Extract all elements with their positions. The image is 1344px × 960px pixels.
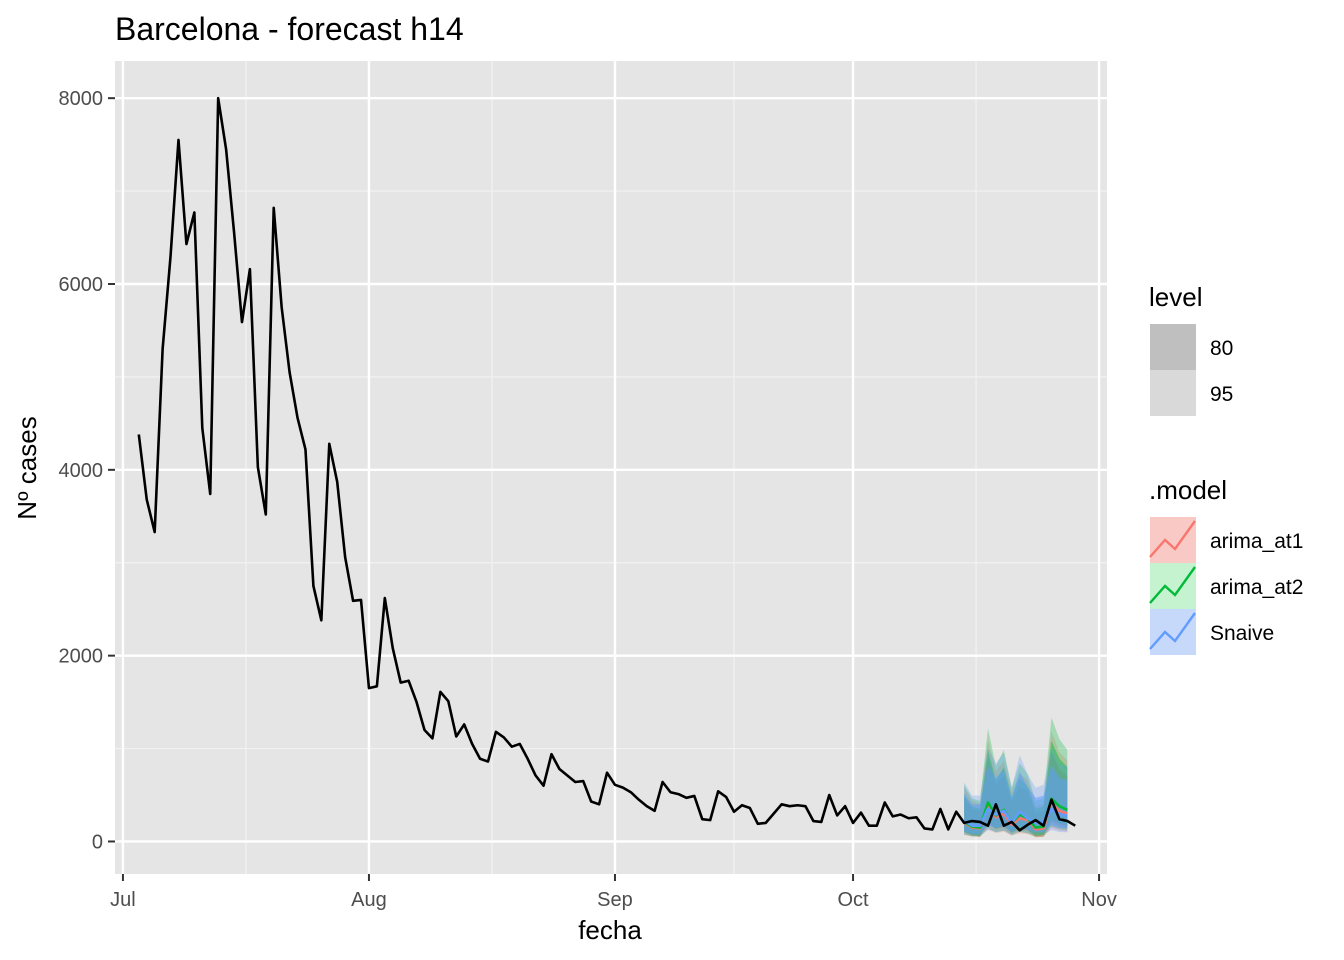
x-tick-label: Jul — [110, 889, 136, 911]
observed-series — [137, 96, 1076, 832]
legend-model-label: arima_at2 — [1210, 576, 1303, 599]
plot-panel — [115, 61, 1107, 874]
legend-model-label: Snaive — [1210, 622, 1274, 645]
major-gridlines — [115, 61, 1107, 874]
x-tick-label: Oct — [837, 889, 869, 911]
legend-model-key-arima_at2 — [1150, 563, 1196, 609]
y-axis-title: Nº cases — [12, 416, 42, 519]
legend-level-key-80 — [1150, 324, 1196, 370]
legend-model-title: .model — [1149, 475, 1227, 505]
y-tick-label: 2000 — [59, 646, 104, 668]
x-tick-label: Sep — [597, 889, 633, 911]
y-tick-label: 6000 — [59, 274, 104, 296]
legend: level 80 95 .model arima_at1 arima_at2 Snaive — [1149, 282, 1303, 655]
y-axis: 0 2000 4000 6000 8000 — [59, 88, 115, 853]
y-tick-label: 8000 — [59, 88, 104, 110]
x-tick-label: Nov — [1081, 889, 1117, 911]
observed-line — [137, 96, 1076, 832]
legend-level-label: 80 — [1210, 337, 1233, 360]
legend-model-label: arima_at1 — [1210, 530, 1303, 553]
x-axis: Jul Aug Sep Oct Nov — [110, 874, 1117, 911]
x-axis-title: fecha — [578, 915, 642, 945]
legend-model-key-Snaive — [1150, 609, 1196, 655]
legend-level-title: level — [1149, 282, 1202, 312]
y-tick-label: 0 — [92, 831, 103, 853]
chart-title: Barcelona - forecast h14 — [115, 11, 464, 47]
legend-level-key-95 — [1150, 370, 1196, 416]
y-tick-label: 4000 — [59, 460, 104, 482]
x-tick-label: Aug — [351, 889, 387, 911]
legend-model-line-Snaive — [1149, 612, 1196, 650]
minor-gridlines — [115, 61, 1107, 874]
legend-level-label: 95 — [1210, 383, 1233, 406]
legend-model-key-arima_at1 — [1150, 517, 1196, 563]
legend-model-line-arima_at2 — [1149, 566, 1196, 604]
legend-model-line-arima_at1 — [1149, 520, 1196, 558]
